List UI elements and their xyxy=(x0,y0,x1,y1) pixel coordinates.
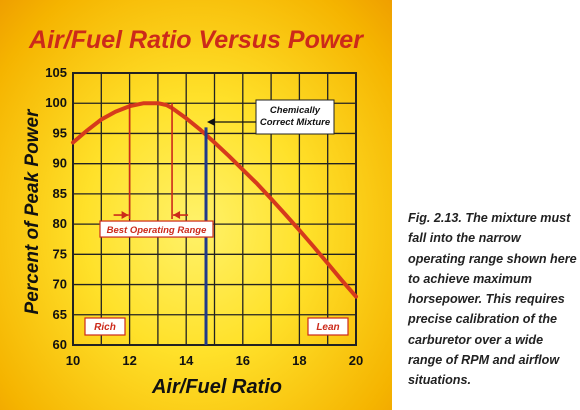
best-range-label-box xyxy=(99,220,214,238)
x-tick-label: 16 xyxy=(236,353,250,368)
y-tick-label: 60 xyxy=(53,337,67,352)
y-tick-label: 70 xyxy=(53,277,67,292)
tick-labels: 10 12 14 16 18 20 60 65 70 75 80 85 90 95 100 105 xyxy=(45,65,363,368)
chemically-correct-callout-box xyxy=(255,99,335,135)
y-tick-label: 95 xyxy=(53,125,67,140)
callout-arrow-head xyxy=(207,118,216,126)
chemically-correct-label: Chemically Correct Mixture xyxy=(260,105,331,128)
y-tick-label: 105 xyxy=(45,65,67,80)
best-range-left-arrow-head xyxy=(121,211,129,220)
chemically-correct-label-line: Chemically xyxy=(270,105,321,116)
chart-panel: Air/Fuel Ratio Versus Power 10 12 14 16 18 20… xyxy=(0,0,392,410)
annotations: Chemically Correct Mixture Best Operating … xyxy=(84,99,349,345)
y-tick-label: 65 xyxy=(53,307,67,322)
caption-label: Fig. 2.13. xyxy=(408,211,462,225)
caption-text: The mixture must fall into the narrow op… xyxy=(408,211,577,388)
y-tick-label: 75 xyxy=(53,246,67,261)
x-tick-label: 18 xyxy=(292,353,306,368)
chemically-correct-label-line: Correct Mixture xyxy=(260,117,331,128)
y-tick-label: 90 xyxy=(53,156,67,171)
rich-label-box xyxy=(84,317,126,336)
y-tick-label: 100 xyxy=(45,95,67,110)
chart-svg: Air/Fuel Ratio Versus Power 10 12 14 16 18 20… xyxy=(22,26,364,398)
chart-title: Air/Fuel Ratio Versus Power xyxy=(28,26,364,54)
x-axis-label: Air/Fuel Ratio xyxy=(151,376,282,398)
y-tick-label: 80 xyxy=(53,216,67,231)
plot-border xyxy=(72,72,357,346)
best-range-right-arrow-head xyxy=(173,211,181,220)
rich-label: Rich xyxy=(94,322,116,333)
y-axis-label: Percent of Peak Power xyxy=(22,108,43,314)
x-tick-label: 10 xyxy=(66,353,80,368)
lean-label-box xyxy=(307,317,349,336)
y-tick-label: 85 xyxy=(53,186,67,201)
figure-caption: Fig. 2.13. The mixture must fall into th… xyxy=(408,208,580,391)
lean-label: Lean xyxy=(316,322,339,333)
best-range-label: Best Operating Range xyxy=(107,225,207,236)
x-tick-label: 20 xyxy=(349,353,363,368)
x-tick-label: 14 xyxy=(179,353,194,368)
x-tick-label: 12 xyxy=(122,353,136,368)
